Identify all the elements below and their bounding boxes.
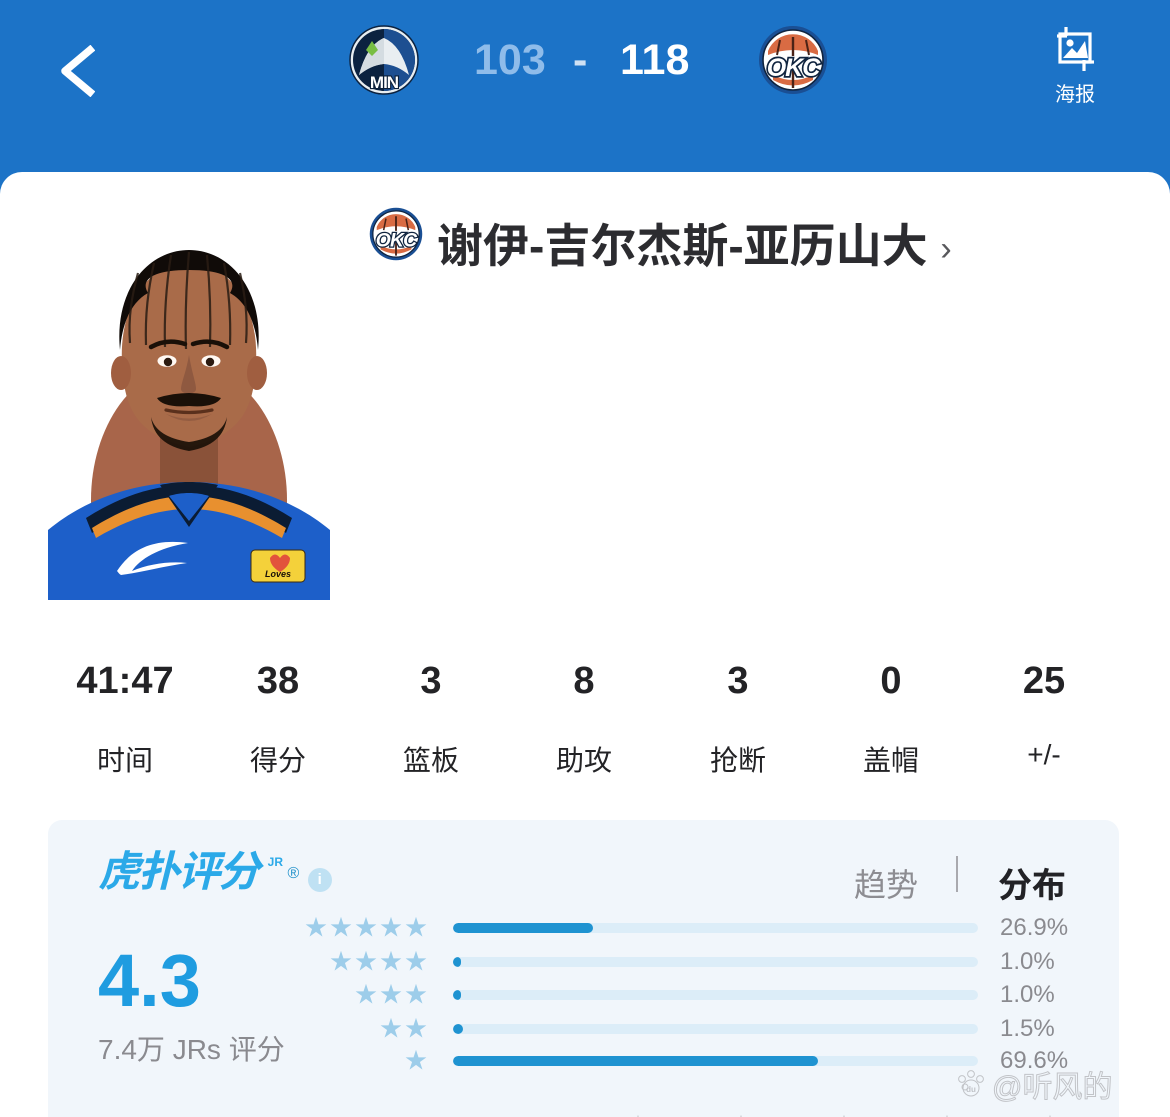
svg-text:du: du — [966, 1085, 976, 1094]
svg-text:MIN: MIN — [370, 73, 399, 92]
svg-text:OKC: OKC — [376, 230, 418, 251]
svg-text:Loves: Loves — [265, 569, 291, 579]
svg-text:OKC: OKC — [767, 54, 822, 82]
